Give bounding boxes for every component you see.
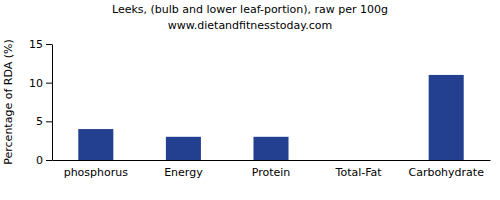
axis-line bbox=[52, 45, 53, 161]
tick-mark bbox=[46, 121, 52, 122]
bar bbox=[253, 137, 288, 160]
tick: 15 bbox=[29, 38, 52, 51]
tick: 10 bbox=[29, 77, 52, 90]
chart: Leeks, (bulb and lower leaf-portion), ra… bbox=[0, 0, 500, 200]
tick: Total-Fat bbox=[335, 166, 383, 179]
tick-label: 15 bbox=[29, 38, 43, 51]
bar bbox=[166, 137, 201, 160]
bar bbox=[341, 160, 376, 161]
tick: Energy bbox=[164, 166, 203, 179]
tick-mark bbox=[46, 160, 52, 161]
axis-line bbox=[53, 160, 491, 161]
tick: 5 bbox=[36, 115, 52, 128]
x-axis: phosphorus Energy Protein Total-Fat Carbohyd… bbox=[53, 161, 491, 179]
tick-label: 5 bbox=[36, 115, 43, 128]
tick-label: Carbohydrate bbox=[408, 166, 484, 179]
tick-label: Protein bbox=[252, 166, 291, 179]
tick-label: Energy bbox=[164, 166, 203, 179]
y-axis: 0 5 10 15 bbox=[29, 38, 53, 167]
tick-mark bbox=[46, 83, 52, 84]
tick: Carbohydrate bbox=[408, 166, 484, 179]
tick-label: phosphorus bbox=[64, 166, 129, 179]
bar bbox=[78, 129, 113, 160]
subtitle: www.dietandfitnesstoday.com bbox=[168, 19, 332, 32]
tick-label: 0 bbox=[36, 154, 43, 167]
tick: Protein bbox=[252, 166, 291, 179]
tick: phosphorus bbox=[64, 166, 129, 179]
tick-label: 10 bbox=[29, 77, 43, 90]
tick-mark bbox=[46, 44, 52, 45]
tick-label: Total-Fat bbox=[335, 166, 383, 179]
plot: 0 5 10 15 phosphorus Energy Protein Total-Fat Ca… bbox=[29, 38, 491, 179]
tick: 0 bbox=[36, 154, 52, 167]
bar bbox=[429, 75, 464, 160]
y-axis-title: Percentage of RDA (%) bbox=[2, 39, 15, 164]
bars bbox=[78, 75, 463, 160]
title: Leeks, (bulb and lower leaf-portion), ra… bbox=[112, 3, 388, 16]
